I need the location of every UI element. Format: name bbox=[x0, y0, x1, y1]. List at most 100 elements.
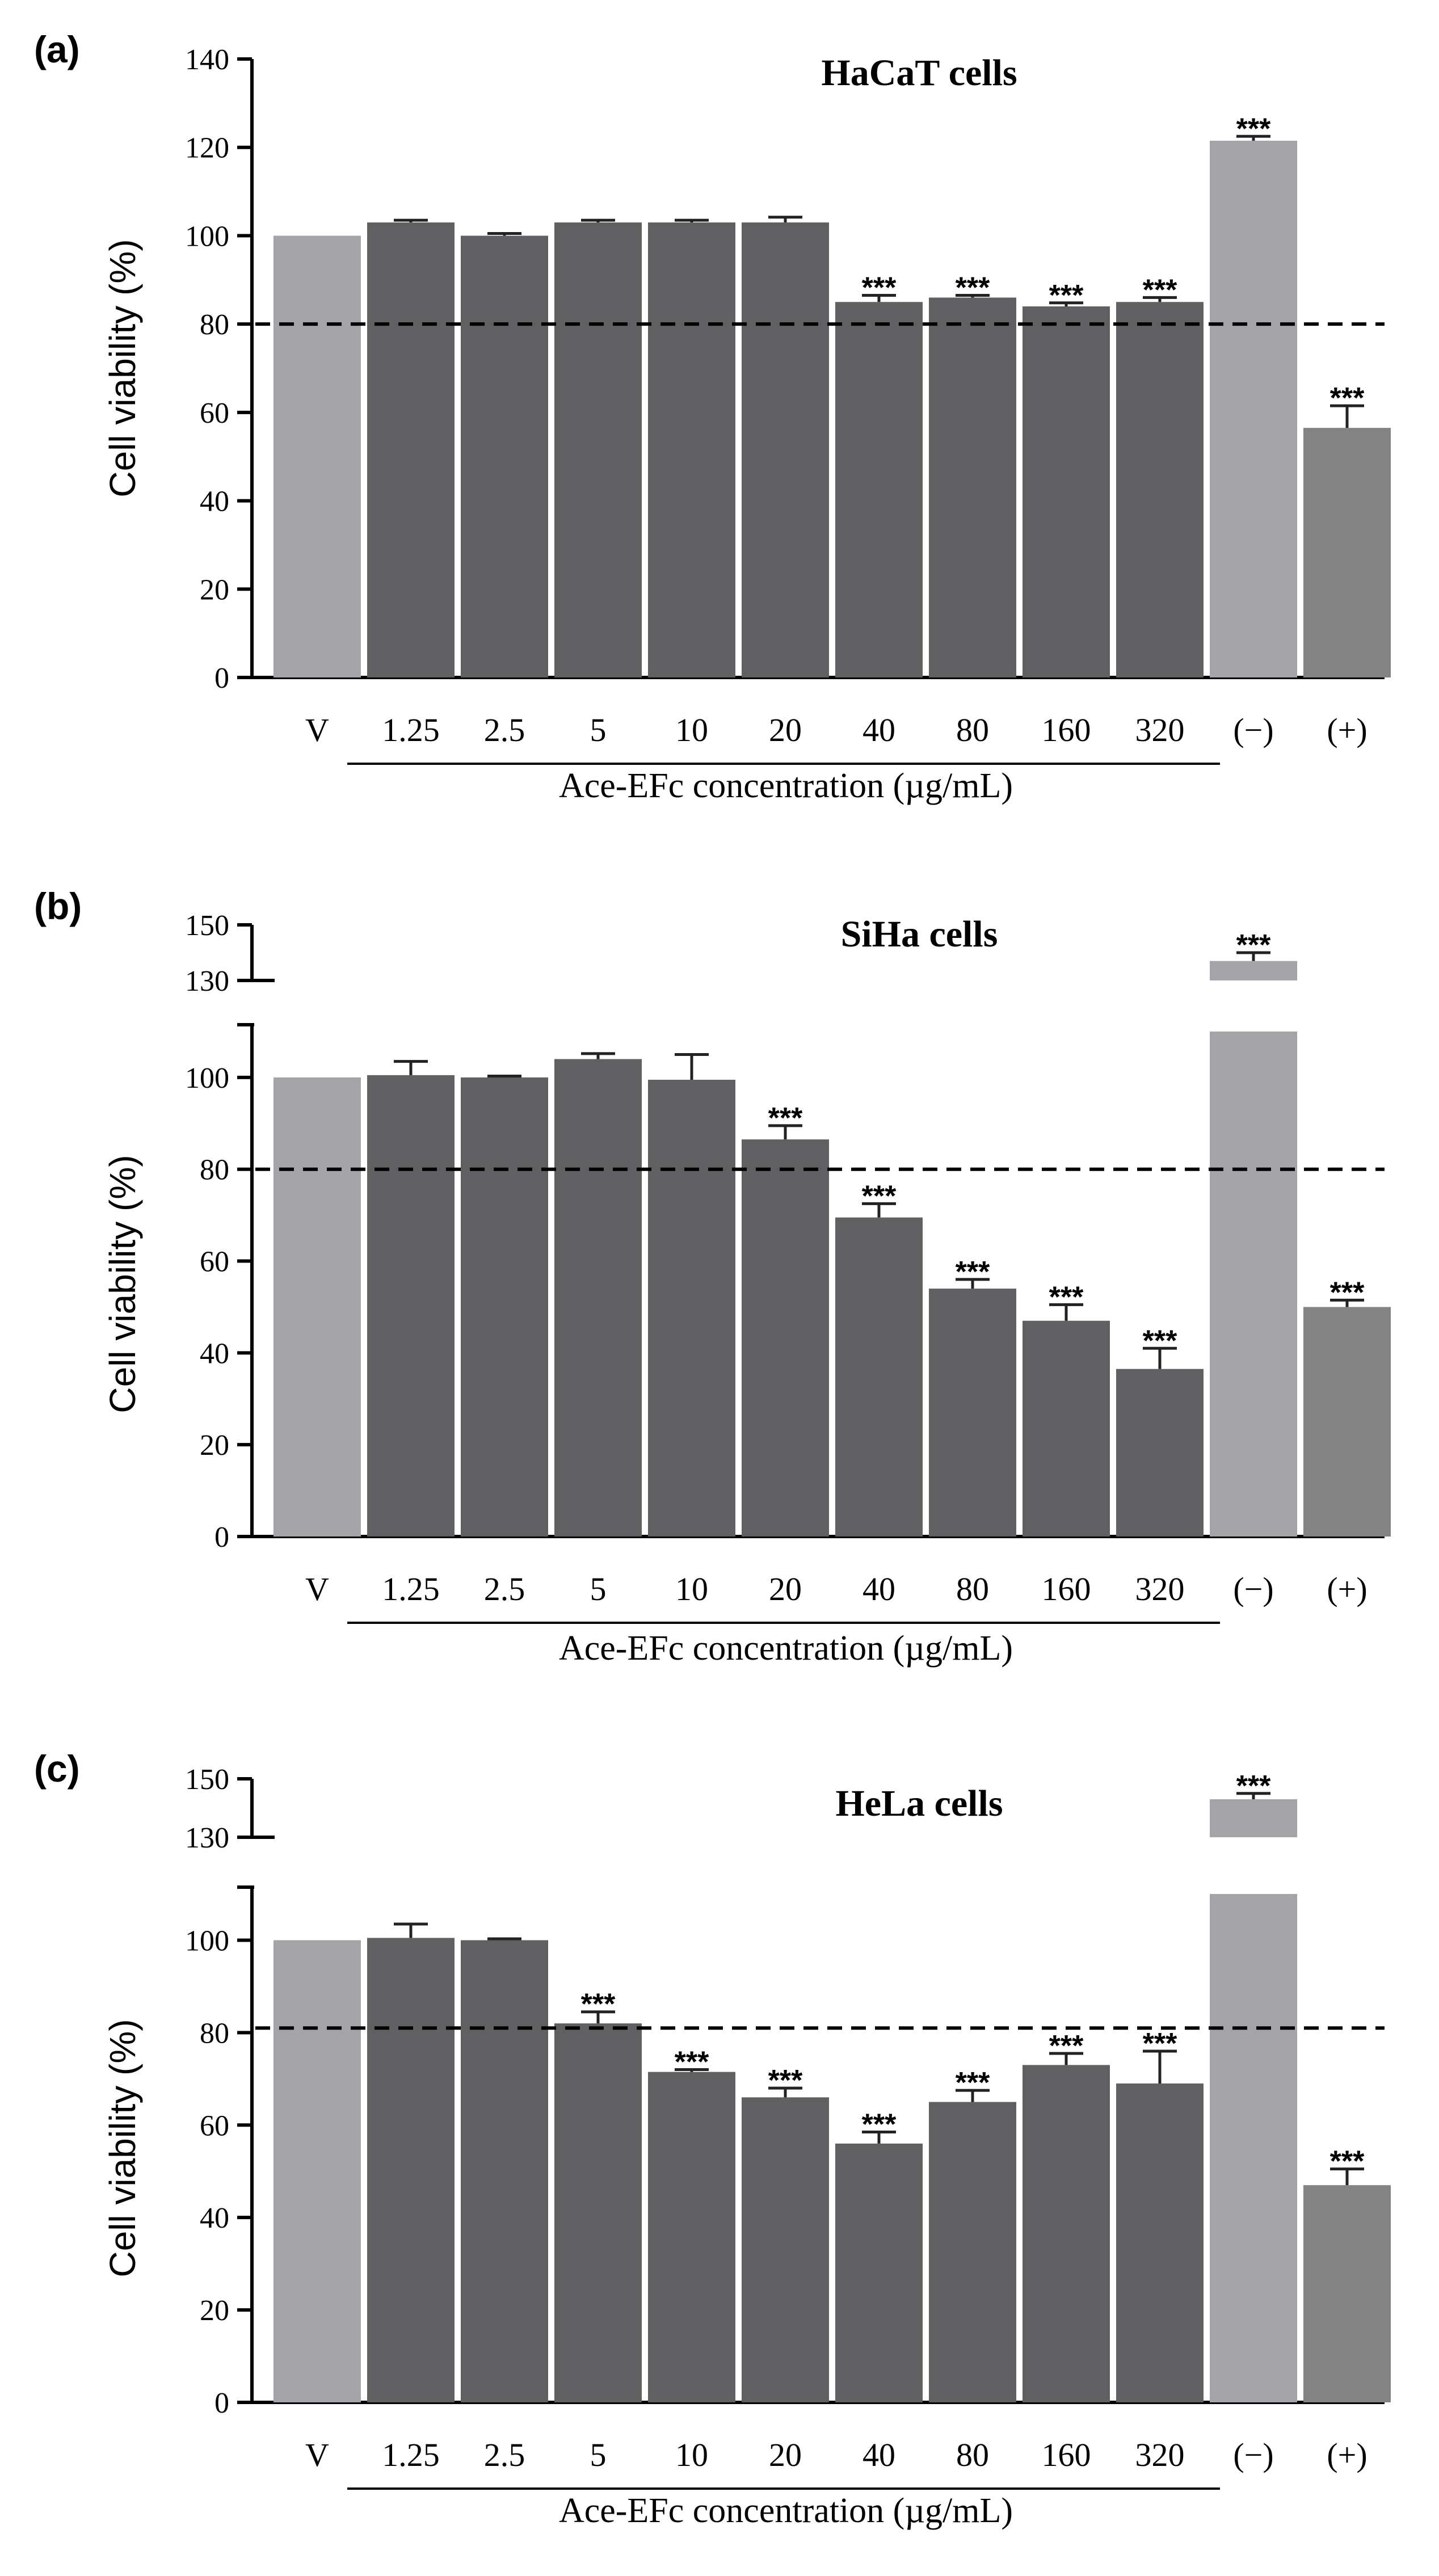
x-tick-label: (−) bbox=[1233, 2436, 1273, 2473]
significance-mark: *** bbox=[1049, 279, 1084, 312]
x-tick-label: 5 bbox=[590, 1571, 607, 1607]
bar bbox=[1023, 1320, 1110, 1537]
y-tick-label: 60 bbox=[200, 2110, 229, 2142]
x-tick-label: 20 bbox=[769, 1571, 802, 1607]
x-axis-title: Ace-EFc concentration (µg/mL) bbox=[559, 767, 1013, 805]
x-tick-label: 20 bbox=[769, 2436, 802, 2473]
x-tick-label: 160 bbox=[1042, 712, 1091, 748]
panel-label: (a) bbox=[34, 28, 80, 70]
x-tick-label: 10 bbox=[675, 2436, 708, 2473]
x-tick-label: 10 bbox=[675, 712, 708, 748]
bar bbox=[929, 2102, 1016, 2402]
x-tick-label: 80 bbox=[956, 1571, 989, 1607]
chart-panel-2: (b) SiHa cells 0 20 40 60 80 100 130 150 Cell viab… bbox=[34, 885, 1391, 1668]
significance-mark: *** bbox=[1236, 112, 1271, 145]
significance-mark: *** bbox=[1143, 1324, 1177, 1357]
y-tick-label: 40 bbox=[200, 1337, 229, 1370]
bar bbox=[367, 222, 455, 678]
bar bbox=[1023, 2065, 1110, 2402]
bar bbox=[835, 2143, 923, 2402]
x-tick-label: (−) bbox=[1233, 712, 1273, 748]
y-tick-label: 150 bbox=[185, 910, 229, 942]
bar bbox=[1023, 306, 1110, 677]
x-tick-label: 10 bbox=[675, 1571, 708, 1607]
y-tick-label: 100 bbox=[185, 1925, 229, 1957]
chart-panel-1: (a) HaCaT cells 0 20 40 60 80 100 120 140 Cell via… bbox=[34, 28, 1391, 805]
bar bbox=[742, 222, 829, 678]
significance-mark: *** bbox=[1330, 382, 1365, 415]
x-tick-label: 40 bbox=[862, 1571, 895, 1607]
x-tick-label: V bbox=[305, 712, 329, 748]
x-tick-label: 20 bbox=[769, 712, 802, 748]
bar bbox=[554, 1059, 642, 1537]
y-tick-label: 40 bbox=[200, 2202, 229, 2234]
y-tick-label: 80 bbox=[200, 2017, 229, 2049]
bar bbox=[929, 1289, 1016, 1537]
x-tick-label: 1.25 bbox=[382, 2436, 440, 2473]
panel-label: (b) bbox=[34, 885, 82, 927]
bar bbox=[742, 2097, 829, 2402]
x-tick-label: 320 bbox=[1135, 1571, 1185, 1607]
significance-mark: *** bbox=[862, 2108, 897, 2141]
bar bbox=[1303, 428, 1391, 677]
significance-mark: *** bbox=[1143, 273, 1177, 306]
x-tick-label: 40 bbox=[862, 712, 895, 748]
significance-mark: *** bbox=[1236, 1770, 1271, 1803]
y-tick-label: 20 bbox=[200, 2295, 229, 2327]
y-tick-label: 0 bbox=[214, 1521, 229, 1554]
x-tick-label: 160 bbox=[1042, 1571, 1091, 1607]
bar bbox=[1116, 302, 1204, 677]
x-tick-label: (+) bbox=[1327, 712, 1367, 748]
bar bbox=[742, 1139, 829, 1537]
significance-mark: *** bbox=[768, 2064, 803, 2097]
y-tick-label: 40 bbox=[200, 486, 229, 518]
significance-mark: *** bbox=[862, 1180, 897, 1213]
y-axis-title: Cell viability (%) bbox=[102, 239, 143, 497]
significance-mark: *** bbox=[862, 272, 897, 305]
y-tick-label: 20 bbox=[200, 1429, 229, 1462]
y-tick-label: 150 bbox=[185, 1763, 229, 1796]
x-tick-label: 80 bbox=[956, 2436, 989, 2473]
bar bbox=[1116, 1369, 1204, 1537]
x-tick-label: 5 bbox=[590, 2436, 607, 2473]
x-tick-label: V bbox=[305, 2436, 329, 2473]
x-tick-label: 160 bbox=[1042, 2436, 1091, 2473]
x-tick-label: 1.25 bbox=[382, 712, 440, 748]
y-tick-label: 80 bbox=[200, 309, 229, 341]
x-tick-label: 5 bbox=[590, 712, 607, 748]
y-tick-label: 80 bbox=[200, 1154, 229, 1186]
bar bbox=[1210, 141, 1297, 678]
bar bbox=[1210, 1032, 1297, 1537]
y-axis-title: Cell viability (%) bbox=[102, 2019, 143, 2277]
x-tick-label: 1.25 bbox=[382, 1571, 440, 1607]
x-tick-label: (−) bbox=[1233, 1571, 1273, 1607]
bar bbox=[929, 297, 1016, 677]
bar bbox=[1210, 1894, 1297, 2402]
x-tick-label: 2.5 bbox=[484, 1571, 525, 1607]
chart-panel-3: (c) HeLa cells 0 20 40 60 80 100 130 150 Cell viab… bbox=[34, 1748, 1391, 2530]
x-tick-label: (+) bbox=[1327, 1571, 1367, 1607]
x-tick-label: 320 bbox=[1135, 712, 1185, 748]
chart-title: SiHa cells bbox=[841, 914, 998, 955]
significance-mark: *** bbox=[956, 1256, 990, 1289]
x-axis-title: Ace-EFc concentration (µg/mL) bbox=[559, 2491, 1013, 2530]
y-tick-label: 140 bbox=[185, 44, 229, 76]
y-tick-label: 120 bbox=[185, 132, 229, 165]
y-tick-label: 60 bbox=[200, 397, 229, 430]
bar bbox=[554, 222, 642, 678]
significance-mark: *** bbox=[1049, 1281, 1084, 1314]
significance-mark: *** bbox=[956, 272, 990, 305]
significance-mark: *** bbox=[675, 2046, 709, 2079]
bar-upper-segment bbox=[1210, 1799, 1297, 1837]
x-tick-label: 320 bbox=[1135, 2436, 1185, 2473]
bar bbox=[648, 1079, 735, 1537]
bar bbox=[461, 235, 548, 677]
bar bbox=[461, 1077, 548, 1537]
significance-mark: *** bbox=[1143, 2027, 1177, 2060]
panel-label: (c) bbox=[34, 1748, 80, 1790]
bar bbox=[367, 1075, 455, 1537]
chart-title: HeLa cells bbox=[835, 1783, 1003, 1824]
bar bbox=[274, 1077, 361, 1537]
significance-mark: *** bbox=[581, 1988, 616, 2021]
